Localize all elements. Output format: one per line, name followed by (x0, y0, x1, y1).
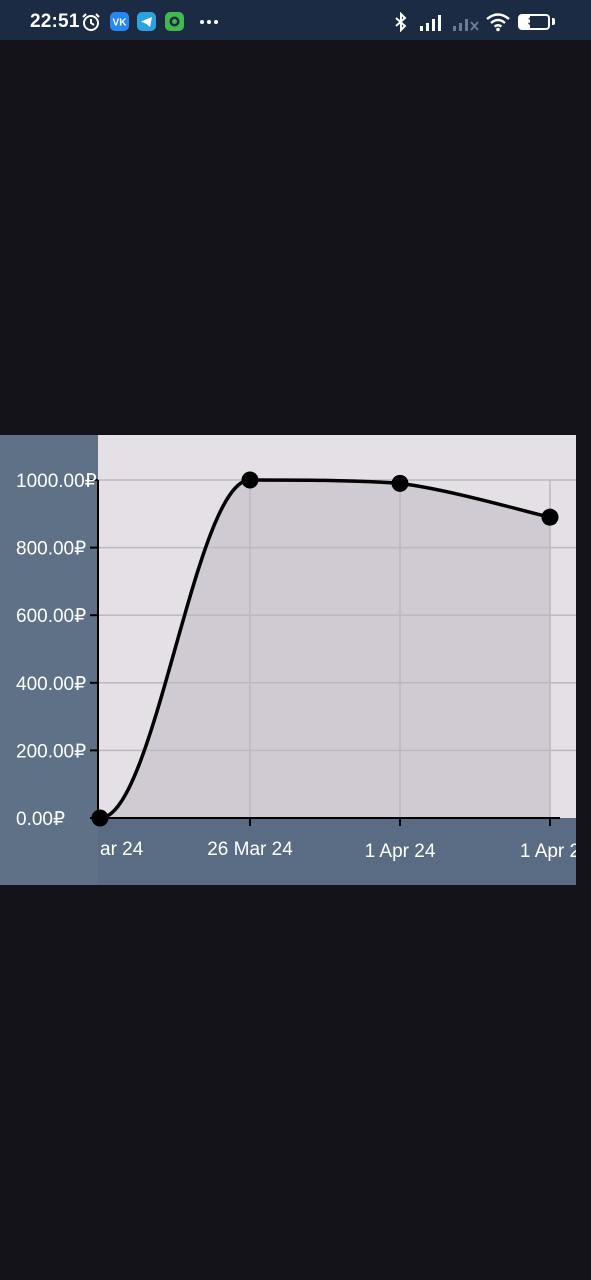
signal-x-icon (453, 19, 479, 31)
y-tick-label: 200.00₽ (16, 741, 86, 762)
y-tick-label: 0.00₽ (16, 809, 65, 830)
price-chart[interactable]: 0.00₽ 200.00₽ 400.00₽ 600.00₽ 800.00₽ 1000.00… (0, 435, 580, 885)
x-tick-label: 1 Apr 24 (365, 841, 436, 862)
x-tick-label: 26 Mar 24 (207, 839, 293, 860)
series-line (99, 478, 551, 820)
data-point[interactable] (541, 508, 559, 526)
data-point[interactable] (91, 809, 109, 827)
battery-icon: 37 (518, 14, 550, 30)
status-time: 22:51 (30, 11, 80, 32)
battery-nub (552, 18, 555, 25)
chart-area-fill (100, 480, 550, 818)
x-tick-label: ar 24 (100, 839, 144, 860)
data-point[interactable] (391, 474, 409, 492)
battery-percent: 37 (527, 16, 541, 28)
y-tick-label: 1000.00₽ (16, 471, 97, 492)
y-tick-label: 400.00₽ (16, 674, 86, 695)
y-tick-label: 800.00₽ (16, 539, 86, 560)
alarm-icon (82, 13, 100, 31)
battery-level-fill (520, 16, 531, 28)
signal-icon (420, 15, 441, 31)
y-axis-panel (0, 435, 98, 885)
status-bar: 22:51 VK (0, 0, 591, 40)
more-dots-icon (200, 20, 218, 24)
wifi-icon (486, 13, 510, 32)
x-axis-panel (98, 818, 576, 885)
bluetooth-icon (395, 12, 407, 32)
y-tick-label: 600.00₽ (16, 606, 86, 627)
telegram-icon (137, 12, 156, 31)
app-icon (165, 12, 184, 31)
vk-icon: VK (110, 12, 129, 31)
data-point[interactable] (241, 471, 259, 489)
price-chart-svg: 0.00₽ 200.00₽ 400.00₽ 600.00₽ 800.00₽ 1000.00… (0, 435, 580, 885)
svg-text:VK: VK (113, 18, 128, 29)
x-tick-label: 1 Apr 2 (520, 841, 576, 862)
